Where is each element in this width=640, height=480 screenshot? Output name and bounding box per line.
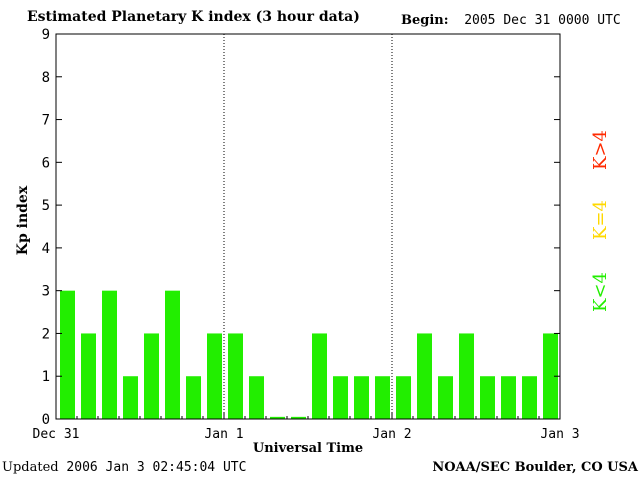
kp-bar	[480, 376, 495, 419]
kp-bar	[438, 376, 453, 419]
kp-bar	[270, 416, 285, 419]
y-tick-label: 3	[42, 284, 50, 300]
kp-bar	[543, 333, 558, 419]
y-tick-label: 0	[42, 412, 50, 428]
legend-k-greater-4: K>4	[590, 130, 611, 170]
y-tick-label: 1	[42, 369, 50, 385]
kp-bar	[291, 416, 306, 419]
legend-k-less-4: K<4	[590, 272, 611, 312]
kp-bar	[501, 376, 516, 419]
chart-title: Estimated Planetary K index (3 hour data…	[27, 9, 360, 25]
kp-bar	[207, 333, 222, 419]
y-tick-label: 7	[42, 113, 50, 129]
y-tick-label: 9	[42, 27, 50, 43]
y-tick-label: 5	[42, 198, 50, 214]
kp-bar	[522, 376, 537, 419]
kp-bar	[186, 376, 201, 419]
kp-bar	[333, 376, 348, 419]
kp-bar	[417, 333, 432, 419]
y-tick-label: 4	[42, 241, 50, 257]
begin-time: Begin: 2005 Dec 31 0000 UTC	[401, 13, 621, 28]
kp-bar	[228, 333, 243, 419]
kp-bar	[249, 376, 264, 419]
x-tick-label: Jan 3	[540, 427, 579, 442]
y-tick-label: 8	[42, 70, 50, 86]
kp-bar	[102, 290, 117, 419]
kp-bar	[375, 376, 390, 419]
kp-bar	[312, 333, 327, 419]
plot-frame	[55, 33, 561, 420]
y-axis-label: Kp index	[15, 185, 31, 255]
legend-k-equals-4: K=4	[590, 200, 611, 240]
begin-label: Begin:	[401, 13, 449, 28]
x-tick-label: Jan 2	[372, 427, 411, 442]
kp-bar	[396, 376, 411, 419]
begin-value: 2005 Dec 31 0000 UTC	[464, 13, 621, 28]
y-tick-label: 2	[42, 326, 50, 342]
kp-bar	[81, 333, 96, 419]
updated-label: Updated	[2, 460, 59, 475]
x-tick-label: Dec 31	[33, 427, 80, 442]
kp-bar	[123, 376, 138, 419]
updated-value: 2006 Jan 3 02:45:04 UTC	[66, 460, 247, 475]
y-tick-label: 6	[42, 155, 50, 171]
kp-bar	[459, 333, 474, 419]
kp-bar	[60, 290, 75, 419]
x-axis-label: Universal Time	[253, 441, 363, 456]
updated-timestamp: Updated 2006 Jan 3 02:45:04 UTC	[2, 460, 246, 475]
organization: NOAA/SEC Boulder, CO USA	[432, 460, 638, 475]
kp-bar	[354, 376, 369, 419]
x-tick-label: Jan 1	[204, 427, 243, 442]
kp-bar	[144, 333, 159, 419]
kp-bar	[165, 290, 180, 419]
